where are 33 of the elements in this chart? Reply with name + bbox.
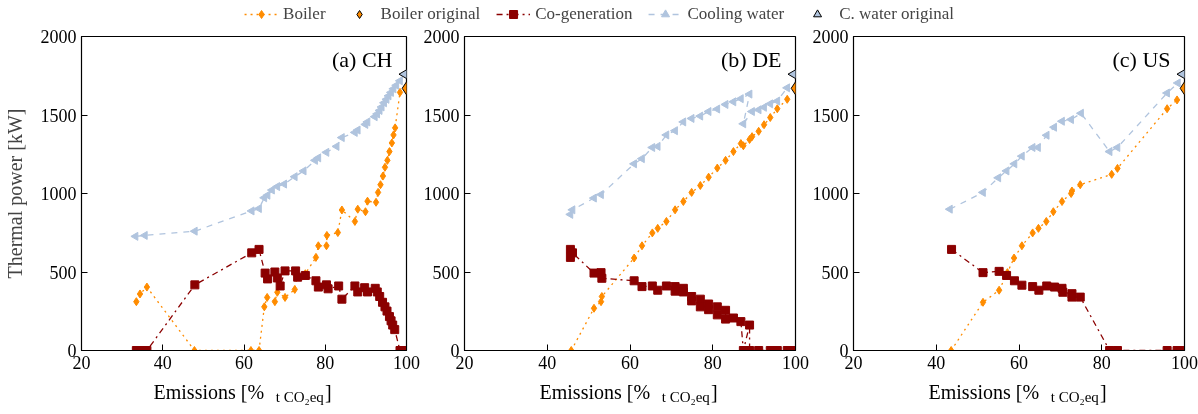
legend-label: Boiler original (380, 4, 481, 24)
x-tick-label: 40 (538, 352, 557, 373)
x-tick-label: 60 (1010, 352, 1028, 373)
y-tick-label: 1500 (812, 105, 849, 126)
y-tick-label: 500 (49, 262, 77, 283)
x-tick-label: 80 (316, 352, 335, 373)
x-tick-label: 40 (153, 352, 172, 373)
y-tick-label: 500 (432, 262, 460, 283)
y-tick-label: 1500 (40, 105, 77, 126)
y-tick-label: 500 (821, 262, 849, 283)
y-tick-label: 1000 (423, 184, 460, 204)
legend-label: Cooling water (687, 4, 785, 24)
text: (b) DE (721, 46, 782, 72)
text: (c) US (1112, 46, 1171, 72)
y-axis-title: Thermal power [kW] (3, 108, 27, 279)
y-tick-label: 2000 (423, 27, 460, 47)
x-tick-label: 80 (1092, 352, 1111, 373)
y-tick-label: 2000 (812, 27, 849, 47)
legend-label: Co-generation (535, 4, 633, 24)
legend-label: Boiler (283, 4, 326, 24)
y-tick-label: 1000 (40, 184, 77, 204)
legend-label: C. water original (839, 4, 954, 24)
y-tick-label: 2000 (40, 27, 77, 47)
y-tick-label: 1500 (423, 105, 460, 126)
x-tick-label: 100 (393, 352, 420, 373)
x-tick-label: 100 (782, 352, 809, 373)
x-tick-label: 40 (927, 352, 946, 373)
x-tick-label: 80 (703, 352, 722, 373)
x-tick-label: 60 (235, 352, 253, 373)
text: (a) CH (332, 46, 393, 72)
x-tick-label: 60 (621, 352, 639, 373)
x-tick-label: 100 (1171, 352, 1198, 373)
y-tick-label: 1000 (812, 184, 849, 204)
